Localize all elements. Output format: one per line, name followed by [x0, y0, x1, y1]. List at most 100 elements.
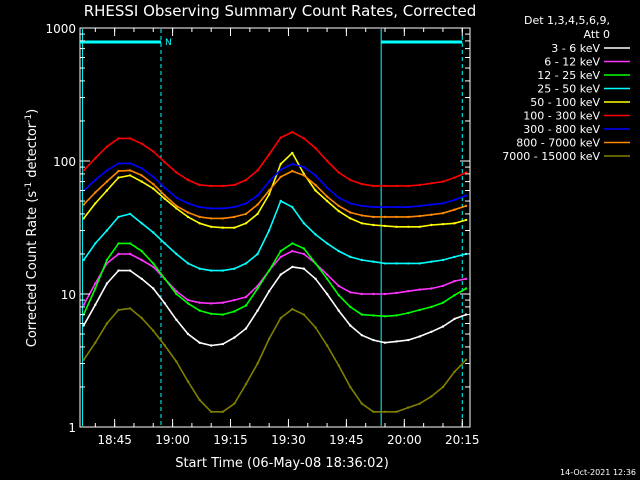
data-point	[395, 184, 398, 188]
data-point	[210, 302, 213, 305]
data-point	[82, 324, 85, 327]
data-point	[291, 249, 294, 253]
data-point	[383, 184, 387, 188]
data-point	[163, 161, 166, 164]
data-point	[383, 315, 387, 318]
data-point	[256, 362, 259, 365]
data-point	[349, 178, 352, 182]
data-point	[453, 176, 456, 179]
data-point	[349, 305, 352, 309]
data-point	[128, 137, 132, 140]
data-point	[279, 199, 282, 203]
data-point	[163, 186, 166, 189]
data-point	[233, 226, 236, 229]
data-point	[117, 162, 120, 165]
data-point	[140, 258, 143, 262]
data-point	[464, 218, 468, 222]
data-point	[291, 130, 294, 134]
data-point	[349, 324, 352, 327]
x-tick-label: 19:15	[213, 433, 248, 447]
data-point	[175, 207, 178, 210]
data-point	[198, 205, 201, 209]
data-point	[198, 222, 201, 225]
plot-area: N	[79, 27, 471, 428]
data-point	[279, 168, 282, 171]
data-point	[430, 223, 433, 227]
data-point	[105, 282, 109, 285]
series-line	[83, 200, 467, 272]
annotation-bar-label: N	[165, 38, 172, 48]
chart-title: RHESSI Observing Summary Count Rates, Co…	[84, 2, 477, 20]
data-point	[337, 209, 340, 213]
data-point	[233, 310, 236, 313]
data-point	[117, 169, 120, 173]
y-tick-label: 10	[61, 288, 76, 302]
data-point	[418, 204, 421, 208]
data-point	[441, 325, 445, 328]
data-point	[464, 277, 468, 280]
data-point	[383, 215, 387, 219]
data-point	[210, 184, 213, 188]
data-point	[244, 202, 248, 205]
data-point	[175, 318, 178, 321]
data-point	[186, 202, 190, 205]
data-point	[210, 344, 213, 347]
x-tick-label: 19:00	[155, 433, 190, 447]
data-point	[453, 222, 456, 225]
data-point	[221, 410, 224, 413]
data-point	[453, 370, 456, 373]
data-point	[337, 171, 340, 174]
data-point	[82, 217, 85, 220]
data-point	[256, 169, 259, 172]
data-point	[418, 225, 421, 228]
data-point	[279, 162, 282, 166]
data-point	[105, 322, 109, 325]
data-point	[360, 402, 363, 405]
data-point	[94, 178, 97, 182]
data-point	[279, 273, 282, 276]
data-point	[383, 341, 387, 344]
data-point	[372, 410, 375, 413]
data-point	[302, 252, 306, 256]
data-point	[291, 169, 294, 173]
x-axis-label: Start Time (06-May-08 18:36:02)	[175, 456, 389, 471]
data-point	[418, 335, 421, 338]
data-point	[349, 211, 352, 214]
data-point	[337, 249, 340, 253]
legend-entry-label: 800 - 7000 keV	[516, 137, 600, 150]
data-point	[152, 175, 155, 179]
data-point	[349, 385, 352, 389]
data-point	[117, 176, 120, 179]
data-point	[337, 284, 340, 288]
data-point	[453, 317, 456, 321]
data-point	[152, 182, 155, 186]
data-point	[279, 255, 282, 259]
data-point	[360, 334, 363, 337]
data-point	[186, 380, 190, 383]
data-point	[117, 215, 120, 219]
data-point	[186, 215, 190, 219]
data-point	[221, 342, 224, 346]
data-point	[302, 165, 306, 169]
series-layer	[82, 130, 468, 413]
legend-entry-label: 7000 - 15000 keV	[502, 150, 600, 163]
data-point	[337, 309, 340, 312]
data-point	[186, 178, 190, 182]
data-point	[418, 288, 421, 291]
data-point	[163, 302, 166, 305]
data-point	[430, 213, 433, 216]
data-point	[267, 337, 271, 341]
data-point	[244, 262, 248, 265]
data-point	[360, 182, 363, 186]
legend-entry-label: 3 - 6 keV	[551, 42, 600, 55]
data-point	[407, 262, 410, 265]
data-point	[430, 203, 433, 206]
data-point	[395, 314, 398, 317]
data-point	[105, 229, 109, 232]
data-point	[140, 142, 143, 145]
data-point	[430, 287, 433, 290]
data-point	[395, 205, 398, 209]
data-point	[175, 360, 178, 363]
data-point	[314, 277, 317, 280]
